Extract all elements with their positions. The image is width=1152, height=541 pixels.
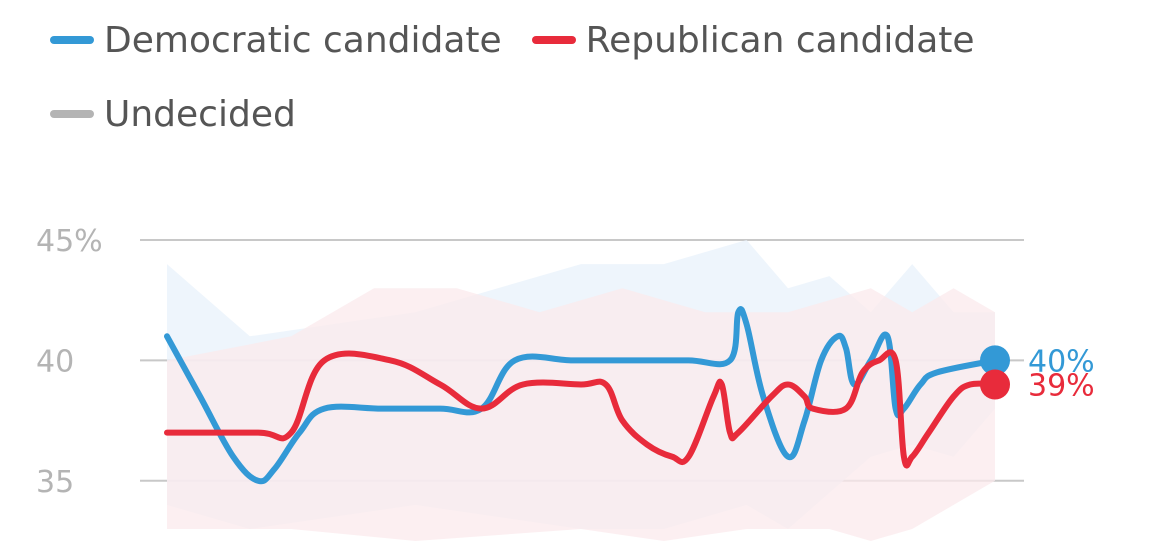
legend-row-2: Undecided bbox=[50, 88, 1130, 140]
legend-label-democratic: Democratic candidate bbox=[104, 19, 502, 61]
legend-row-1: Democratic candidate Republican candidat… bbox=[50, 14, 1130, 66]
series-end-label-1: 39% bbox=[1028, 368, 1095, 403]
series-line-1 bbox=[164, 349, 998, 469]
legend-label-republican: Republican candidate bbox=[585, 19, 975, 61]
legend-swatch-republican bbox=[531, 36, 576, 44]
series-end-label-0: 40% bbox=[1028, 344, 1095, 379]
uncertainty-band-1 bbox=[167, 288, 995, 541]
legend-label-undecided: Undecided bbox=[104, 93, 296, 135]
legend-item-democratic: Democratic candidate bbox=[50, 20, 502, 61]
y-tick-label-1: 40 bbox=[36, 344, 74, 379]
y-tick-label-2: 35 bbox=[36, 465, 74, 500]
legend-item-undecided: Undecided bbox=[50, 94, 296, 135]
y-tick-label-0: 45% bbox=[36, 224, 103, 259]
legend-swatch-undecided bbox=[50, 110, 94, 118]
series-endpoint-0 bbox=[980, 345, 1010, 376]
series-endpoint-1 bbox=[980, 369, 1010, 400]
legend-item-republican: Republican candidate bbox=[531, 19, 975, 61]
legend-swatch-democratic bbox=[50, 36, 94, 44]
legend: Democratic candidate Republican candidat… bbox=[50, 14, 1130, 162]
series-line-0 bbox=[164, 306, 998, 485]
